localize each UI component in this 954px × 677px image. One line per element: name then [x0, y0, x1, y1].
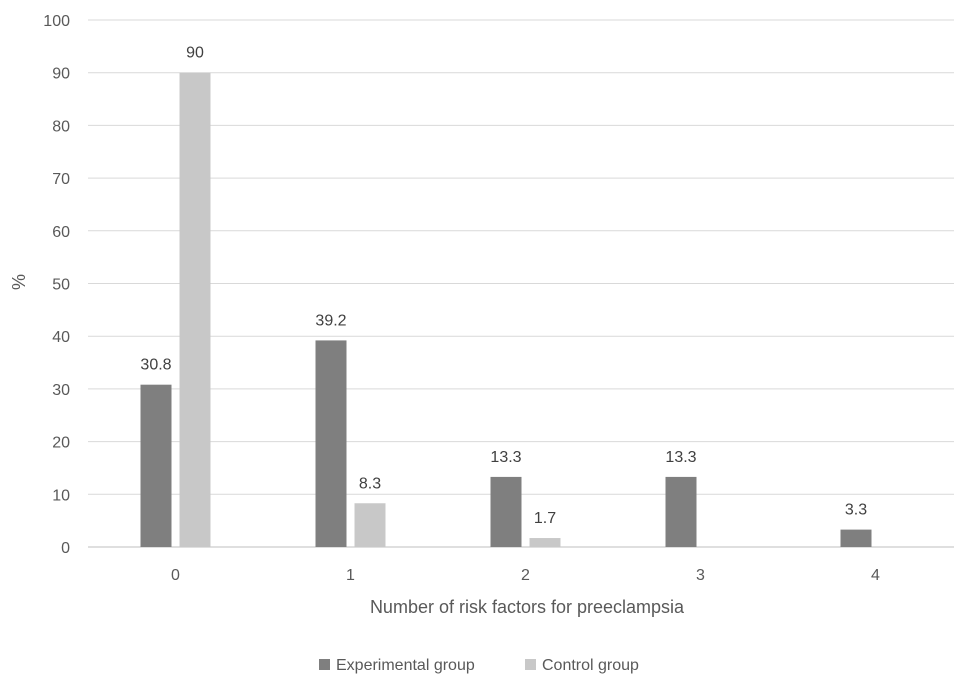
data-label: 3.3 — [845, 502, 867, 519]
x-tick-label: 2 — [521, 567, 530, 584]
legend: Experimental group Control group — [319, 657, 639, 674]
y-tick-label: 50 — [52, 277, 70, 294]
x-tick-label: 4 — [871, 567, 880, 584]
y-tick-label: 100 — [43, 13, 70, 30]
y-axis-title: % — [9, 274, 29, 290]
y-tick-label: 30 — [52, 382, 70, 399]
x-tick-label: 3 — [696, 567, 705, 584]
data-labels: 30.8 90 39.2 8.3 13.3 1.7 13.3 3.3 — [140, 45, 867, 527]
bar — [490, 476, 522, 547]
y-tick-label: 60 — [52, 224, 70, 241]
x-tick-label: 1 — [346, 567, 355, 584]
x-tick-label: 0 — [171, 567, 180, 584]
y-tick-label: 90 — [52, 66, 70, 83]
bars — [140, 72, 872, 547]
x-axis-title: Number of risk factors for preeclampsia — [370, 597, 685, 617]
bar — [140, 384, 172, 547]
x-axis-tick-labels: 0 1 2 3 4 — [171, 567, 880, 584]
data-label: 1.7 — [534, 510, 556, 527]
data-label: 39.2 — [315, 312, 346, 329]
gridlines — [88, 19, 954, 548]
data-label: 13.3 — [490, 449, 521, 466]
bar — [354, 503, 386, 547]
y-tick-label: 10 — [52, 487, 70, 504]
y-tick-label: 40 — [52, 329, 70, 346]
bar — [665, 476, 697, 547]
data-label: 13.3 — [665, 449, 696, 466]
bar — [840, 529, 872, 547]
legend-label-experimental: Experimental group — [336, 657, 475, 674]
legend-swatch-experimental — [319, 659, 330, 670]
data-label: 8.3 — [359, 475, 381, 492]
bar — [315, 340, 347, 547]
y-tick-label: 20 — [52, 435, 70, 452]
y-axis-tick-labels: 0 10 20 30 40 50 60 70 80 90 100 — [43, 13, 70, 557]
legend-label-control: Control group — [542, 657, 639, 674]
y-tick-label: 0 — [61, 540, 70, 557]
y-tick-label: 70 — [52, 171, 70, 188]
data-label: 90 — [186, 45, 204, 62]
y-tick-label: 80 — [52, 118, 70, 135]
legend-swatch-control — [525, 659, 536, 670]
bar — [179, 72, 211, 547]
bar — [529, 538, 561, 547]
data-label: 30.8 — [140, 357, 171, 374]
